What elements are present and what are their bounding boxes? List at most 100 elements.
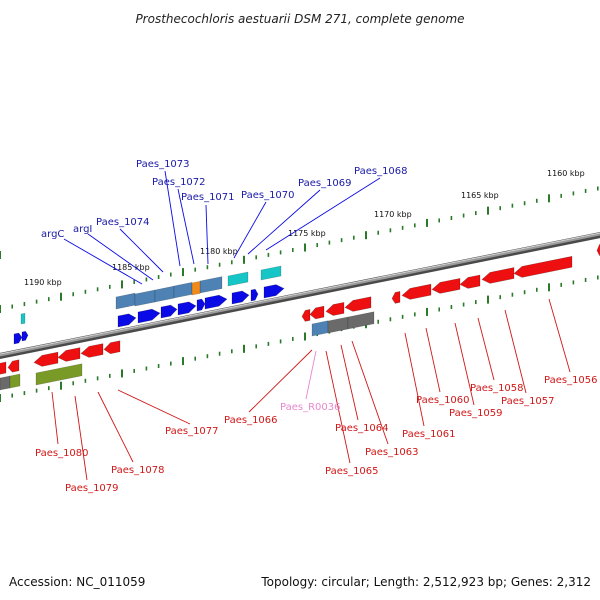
- cds-track-block: [134, 289, 156, 307]
- scale-tick: [499, 295, 501, 300]
- scale-tick: [243, 255, 245, 264]
- reverse-gene-arrow: [0, 361, 7, 375]
- cds-track-block: [311, 320, 329, 337]
- leader-line: [325, 350, 351, 464]
- scale-tick: [35, 388, 38, 393]
- scale-tick: [487, 206, 489, 215]
- scale-tick: [426, 307, 428, 316]
- scale-tick: [462, 213, 465, 218]
- forward-gene-arrow: [117, 313, 137, 328]
- reverse-gene-arrow: [481, 267, 515, 284]
- cds-track-block: [173, 282, 193, 299]
- scale-tick: [109, 373, 111, 378]
- scale-tick: [0, 305, 1, 313]
- scale-tick: [35, 299, 38, 304]
- gene-label-reverse: Paes_1080: [35, 448, 89, 459]
- gene-label-reverse: Paes_1065: [325, 466, 379, 477]
- gene-label-reverse: Paes_1059: [449, 408, 503, 419]
- forward-gene-arrow: [137, 308, 161, 324]
- scale-tick: [523, 290, 526, 295]
- scale-tick: [121, 280, 123, 289]
- scale-tick: [133, 279, 135, 284]
- scale-tick: [560, 193, 562, 198]
- scale-label: 1190 kbp: [24, 278, 62, 287]
- reverse-gene-arrow: [309, 305, 325, 320]
- gene-label-forward: Paes_1074: [96, 217, 150, 228]
- scale-tick: [231, 349, 233, 354]
- scale-tick: [133, 368, 135, 373]
- forward-gene-arrow: [196, 298, 206, 312]
- scale-tick: [548, 283, 550, 292]
- leader-line: [265, 177, 381, 251]
- scale-tick: [475, 211, 477, 216]
- gene-label-reverse: Paes_1060: [416, 395, 470, 406]
- scale-tick: [377, 230, 379, 235]
- gene-label-forward: Paes_1070: [241, 190, 295, 201]
- leader-line: [74, 395, 88, 481]
- scale-label: 1170 kbp: [374, 210, 412, 219]
- scale-tick: [0, 251, 1, 259]
- reverse-gene-arrow: [391, 291, 401, 304]
- forward-gene-arrow: [231, 290, 250, 305]
- scale-tick: [206, 265, 209, 270]
- scale-tick: [414, 312, 416, 317]
- gene-label-forward: Paes_1068: [354, 166, 408, 177]
- scale-tick: [11, 304, 13, 309]
- scale-tick: [60, 292, 62, 301]
- reverse-gene-arrow: [33, 351, 59, 367]
- forward-gene-arrow: [177, 301, 197, 316]
- scale-tick: [96, 287, 99, 292]
- cds-track-block: [35, 363, 83, 386]
- scale-tick: [206, 354, 209, 359]
- leader-line: [164, 170, 181, 267]
- scale-tick: [255, 344, 257, 349]
- forward-gene-arrow: [160, 304, 178, 319]
- scale-tick: [157, 275, 160, 280]
- scale-tick: [316, 243, 318, 248]
- leader-line: [233, 201, 267, 259]
- reverse-gene-arrow: [401, 283, 432, 300]
- scale-tick: [365, 231, 367, 240]
- gene-label-reverse: Paes_R0036: [280, 402, 340, 413]
- scale-tick: [279, 339, 282, 344]
- forward-gene-arrow: [13, 332, 23, 345]
- scale-tick: [523, 201, 526, 206]
- leader-line: [477, 317, 495, 381]
- reverse-gene-arrow: [596, 244, 600, 256]
- forward-gene-arrow: [21, 330, 29, 342]
- scale-tick: [231, 260, 233, 265]
- reverse-gene-arrow: [459, 274, 481, 289]
- gene-label-forward: argI: [73, 224, 92, 235]
- scale-tick: [182, 357, 184, 366]
- scale-tick: [279, 250, 282, 255]
- reverse-gene-arrow: [80, 343, 104, 358]
- scale-tick: [194, 267, 196, 272]
- scale-tick: [462, 302, 465, 307]
- scale-tick: [328, 240, 331, 245]
- cds-track-block: [9, 373, 21, 389]
- scale-tick: [511, 292, 514, 297]
- scale-tick: [426, 218, 428, 227]
- scale-tick: [597, 275, 599, 280]
- reverse-gene-arrow: [103, 340, 121, 355]
- gene-label-reverse: Paes_1063: [365, 447, 419, 458]
- rna-feature: [227, 271, 249, 287]
- scale-tick: [450, 304, 453, 309]
- leader-line: [504, 309, 527, 394]
- leader-line: [247, 189, 321, 255]
- rna-feature: [20, 312, 26, 325]
- leader-line: [351, 340, 389, 445]
- gene-label-reverse: Paes_1058: [470, 383, 524, 394]
- scale-tick: [304, 332, 306, 341]
- scale-tick: [475, 300, 477, 305]
- scale-tick: [72, 292, 74, 297]
- scale-ticks: [0, 186, 599, 402]
- scale-tick: [145, 277, 148, 282]
- scale-tick: [377, 319, 379, 324]
- cds-track-block: [347, 311, 375, 330]
- cds-track-block: [327, 316, 349, 334]
- leader-line: [97, 391, 134, 463]
- cds-track-block: [0, 375, 11, 391]
- scale-tick: [389, 317, 392, 322]
